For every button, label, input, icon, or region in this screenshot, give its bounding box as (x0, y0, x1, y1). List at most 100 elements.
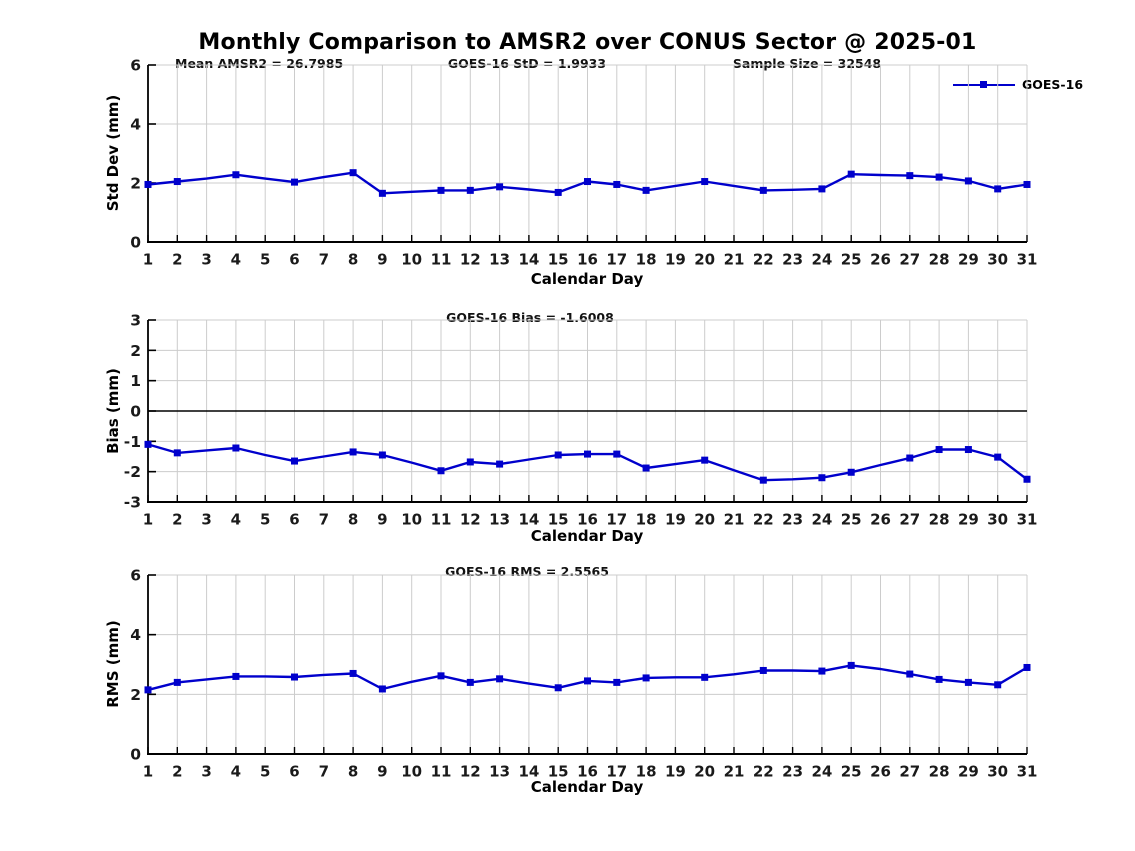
x-tick-label: 7 (319, 762, 329, 780)
y-tick-label: 0 (130, 403, 141, 421)
x-tick-label: 28 (929, 250, 950, 268)
chart-title: Monthly Comparison to AMSR2 over CONUS S… (198, 30, 977, 55)
data-point (291, 178, 298, 186)
data-point (818, 667, 826, 675)
data-point (613, 450, 621, 458)
data-point (554, 188, 562, 196)
data-point (496, 675, 504, 683)
y-tick-label: -1 (124, 433, 141, 451)
data-point (642, 464, 650, 472)
x-tick-label: 15 (548, 510, 569, 528)
x-tick-label: 9 (377, 510, 387, 528)
data-point (349, 448, 357, 456)
data-point (232, 444, 240, 452)
x-tick-label: 20 (694, 762, 715, 780)
x-tick-label: 6 (289, 250, 299, 268)
data-point (906, 670, 914, 678)
y-tick-label: 6 (130, 567, 141, 585)
data-point (613, 180, 621, 188)
y-tick-label: 0 (130, 234, 141, 252)
xlabel-calendar-day-middle: Calendar Day (530, 527, 644, 545)
x-tick-label: 16 (577, 762, 598, 780)
x-tick-label: 23 (782, 762, 803, 780)
data-point (554, 684, 562, 692)
x-tick-label: 12 (460, 250, 481, 268)
x-tick-label: 22 (753, 250, 774, 268)
x-tick-label: 18 (636, 250, 657, 268)
x-tick-label: 19 (665, 510, 686, 528)
data-point (232, 171, 240, 179)
data-point (1023, 475, 1031, 483)
x-tick-label: 27 (899, 250, 920, 268)
data-point (466, 458, 474, 466)
data-point (935, 446, 943, 454)
y-tick-label: 4 (130, 626, 141, 644)
x-tick-label: 18 (636, 762, 657, 780)
y-tick-label: 2 (130, 175, 141, 193)
x-tick-label: 29 (958, 250, 979, 268)
y-tick-label: 3 (130, 312, 141, 330)
x-tick-label: 25 (841, 762, 862, 780)
x-tick-label: 19 (665, 250, 686, 268)
data-point (964, 177, 972, 185)
data-point (906, 454, 914, 462)
data-point (1023, 180, 1031, 188)
x-tick-label: 19 (665, 762, 686, 780)
x-tick-label: 26 (870, 762, 891, 780)
data-point (847, 170, 855, 178)
x-tick-label: 7 (319, 250, 329, 268)
x-tick-label: 11 (431, 510, 452, 528)
data-point (935, 675, 943, 683)
x-tick-label: 12 (460, 510, 481, 528)
x-tick-label: 29 (958, 510, 979, 528)
x-tick-label: 1 (143, 510, 153, 528)
x-tick-label: 2 (172, 762, 182, 780)
annotation-mean-amsr2: Mean AMSR2 = 26.7985 (175, 56, 344, 71)
x-tick-label: 23 (782, 250, 803, 268)
x-tick-label: 9 (377, 250, 387, 268)
data-point (994, 185, 1002, 193)
data-point (173, 678, 181, 686)
x-tick-label: 30 (987, 762, 1008, 780)
data-point (378, 451, 386, 459)
x-tick-label: 17 (606, 510, 627, 528)
x-tick-label: 29 (958, 762, 979, 780)
x-tick-label: 13 (489, 762, 510, 780)
x-tick-label: 10 (401, 510, 422, 528)
data-point (642, 674, 650, 682)
x-tick-label: 3 (201, 510, 211, 528)
x-tick-label: 5 (260, 510, 270, 528)
x-tick-label: 31 (1017, 250, 1038, 268)
data-point (378, 685, 386, 693)
x-tick-label: 8 (348, 510, 358, 528)
x-tick-label: 13 (489, 250, 510, 268)
data-point (994, 681, 1002, 689)
data-point (232, 672, 240, 680)
data-point (496, 460, 504, 468)
x-tick-label: 14 (518, 762, 539, 780)
x-tick-label: 24 (811, 510, 832, 528)
data-point (818, 474, 826, 482)
x-tick-label: 27 (899, 510, 920, 528)
legend-line-sample (953, 81, 1015, 88)
data-point (144, 180, 152, 188)
x-tick-label: 30 (987, 250, 1008, 268)
x-tick-label: 14 (518, 250, 539, 268)
x-tick-label: 4 (231, 762, 241, 780)
data-point (642, 186, 650, 194)
annotation-goes16-std: GOES-16 StD = 1.9933 (447, 56, 607, 71)
data-point (173, 178, 181, 186)
data-point (847, 468, 855, 476)
data-point (759, 186, 767, 194)
data-point (496, 183, 504, 191)
y-tick-label: 4 (130, 116, 141, 134)
data-point (906, 172, 914, 180)
x-tick-label: 25 (841, 250, 862, 268)
x-tick-label: 25 (841, 510, 862, 528)
data-point (466, 678, 474, 686)
x-tick-label: 12 (460, 762, 481, 780)
x-tick-label: 16 (577, 250, 598, 268)
x-tick-label: 17 (606, 762, 627, 780)
